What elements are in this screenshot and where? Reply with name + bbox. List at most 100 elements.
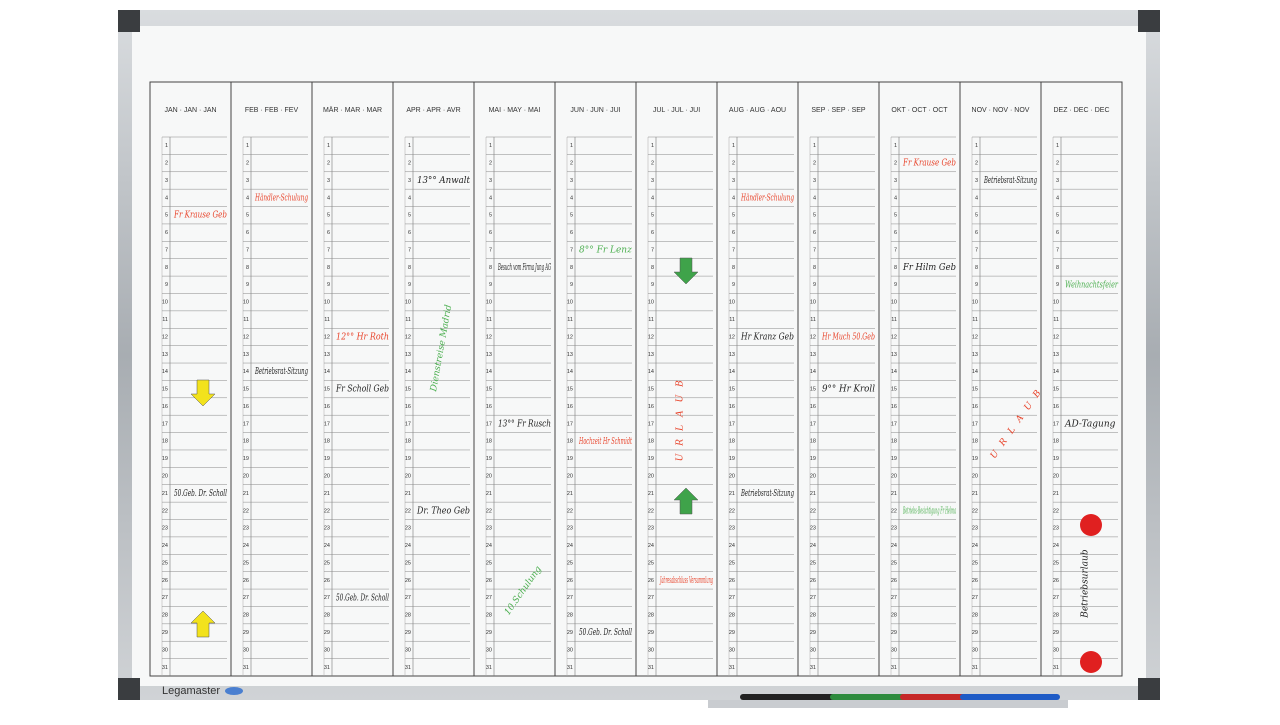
day-number: 31 <box>810 665 816 671</box>
day-number: 19 <box>324 456 330 462</box>
day-number: 11 <box>324 317 330 323</box>
day-number: 11 <box>1053 317 1059 323</box>
day-number: 2 <box>1056 161 1059 167</box>
day-number: 25 <box>1053 560 1059 566</box>
day-number: 8 <box>327 265 330 271</box>
day-number: 26 <box>486 578 492 584</box>
day-number: 4 <box>570 195 573 201</box>
day-number: 25 <box>324 560 330 566</box>
day-number: 24 <box>729 543 735 549</box>
day-number: 8 <box>1056 265 1059 271</box>
day-number: 23 <box>567 526 573 532</box>
day-number: 13 <box>162 352 168 358</box>
day-number: 18 <box>243 439 249 445</box>
day-number: 12 <box>972 334 978 340</box>
day-number: 12 <box>243 334 249 340</box>
day-number: 26 <box>324 578 330 584</box>
day-number: 23 <box>486 526 492 532</box>
day-number: 7 <box>975 247 978 253</box>
day-number: 31 <box>243 665 249 671</box>
corner <box>1138 10 1160 32</box>
day-number: 1 <box>408 143 411 149</box>
handwritten-note: URLAUB <box>676 372 686 461</box>
day-number: 1 <box>165 143 168 149</box>
day-number: 31 <box>1053 665 1059 671</box>
day-number: 31 <box>486 665 492 671</box>
day-number: 27 <box>486 595 492 601</box>
day-number: 6 <box>489 230 492 236</box>
day-number: 31 <box>972 665 978 671</box>
day-number: 29 <box>405 630 411 636</box>
day-number: 28 <box>1053 613 1059 619</box>
day-number: 22 <box>243 508 249 514</box>
day-number: 5 <box>489 213 492 219</box>
day-number: 19 <box>729 456 735 462</box>
day-number: 30 <box>1053 647 1059 653</box>
day-number: 17 <box>1053 421 1059 427</box>
day-number: 25 <box>729 560 735 566</box>
day-number: 6 <box>165 230 168 236</box>
day-number: 12 <box>891 334 897 340</box>
day-number: 5 <box>813 213 816 219</box>
day-number: 24 <box>243 543 249 549</box>
day-number: 9 <box>813 282 816 288</box>
day-number: 4 <box>408 195 411 201</box>
day-number: 10 <box>810 300 816 306</box>
day-number: 9 <box>651 282 654 288</box>
day-number: 4 <box>1056 195 1059 201</box>
handwritten-note: Jahresabschluss Versammlung <box>659 576 713 586</box>
day-number: 29 <box>324 630 330 636</box>
day-number: 16 <box>486 404 492 410</box>
day-number: 4 <box>246 195 249 201</box>
day-number: 9 <box>975 282 978 288</box>
day-number: 24 <box>486 543 492 549</box>
day-number: 14 <box>405 369 411 375</box>
day-number: 16 <box>1053 404 1059 410</box>
handwritten-note: 12°° Hr Roth <box>336 332 389 342</box>
day-number: 28 <box>972 613 978 619</box>
day-number: 29 <box>648 630 654 636</box>
day-number: 18 <box>162 439 168 445</box>
month-header: APR · APR · AVR <box>406 107 460 114</box>
board-surface <box>132 26 1146 686</box>
day-number: 18 <box>405 439 411 445</box>
day-number: 20 <box>1053 474 1059 480</box>
day-number: 2 <box>408 161 411 167</box>
day-number: 3 <box>975 178 978 184</box>
day-number: 22 <box>405 508 411 514</box>
day-number: 10 <box>972 300 978 306</box>
day-number: 25 <box>486 560 492 566</box>
day-number: 7 <box>651 247 654 253</box>
arrow-magnet <box>190 379 216 407</box>
day-number: 13 <box>324 352 330 358</box>
day-number: 23 <box>1053 526 1059 532</box>
day-number: 17 <box>972 421 978 427</box>
day-number: 13 <box>729 352 735 358</box>
day-number: 2 <box>570 161 573 167</box>
day-number: 1 <box>975 143 978 149</box>
day-number: 8 <box>975 265 978 271</box>
day-number: 12 <box>324 334 330 340</box>
day-number: 3 <box>813 178 816 184</box>
day-number: 15 <box>972 387 978 393</box>
day-number: 20 <box>486 474 492 480</box>
day-number: 18 <box>1053 439 1059 445</box>
day-number: 23 <box>324 526 330 532</box>
day-number: 8 <box>408 265 411 271</box>
day-number: 10 <box>162 300 168 306</box>
arrow-magnet <box>190 610 216 638</box>
day-number: 7 <box>732 247 735 253</box>
day-number: 20 <box>567 474 573 480</box>
day-number: 2 <box>894 161 897 167</box>
day-number: 1 <box>813 143 816 149</box>
day-number: 10 <box>567 300 573 306</box>
day-number: 18 <box>972 439 978 445</box>
day-number: 24 <box>648 543 654 549</box>
day-number: 26 <box>891 578 897 584</box>
day-number: 21 <box>1053 491 1059 497</box>
handwritten-note: Händler-Schulung <box>740 193 794 203</box>
month-column <box>1040 81 1123 677</box>
day-number: 17 <box>567 421 573 427</box>
